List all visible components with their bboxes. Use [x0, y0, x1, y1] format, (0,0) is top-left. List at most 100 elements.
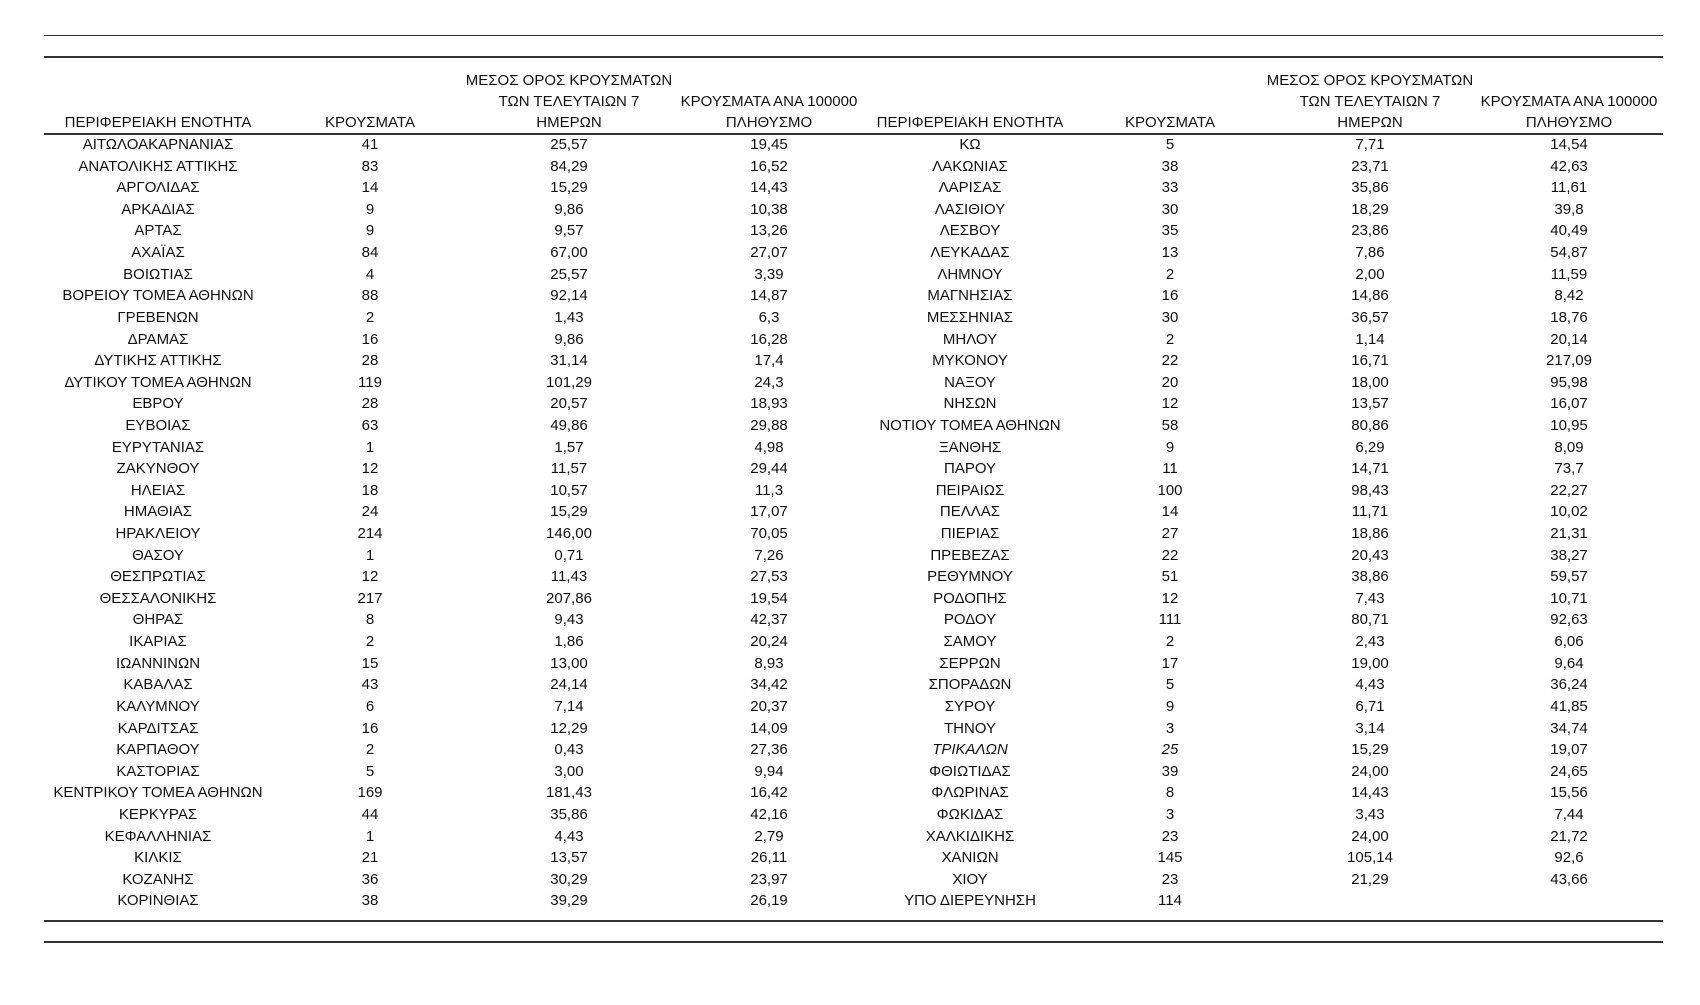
table-cell: 1,57: [554, 438, 584, 456]
header-cell: ΜΕΣΟΣ ΟΡΟΣ ΚΡΟΥΣΜΑΤΩΝ: [465, 72, 673, 89]
table-cell: 59,57: [1550, 568, 1588, 586]
table-cell: 58: [1161, 416, 1179, 434]
region-name: ΛΑΣΙΘΙΟΥ: [934, 200, 1006, 218]
table-cell: 41,85: [1550, 697, 1588, 715]
table-cell: 19,54: [750, 589, 788, 607]
region-name: ΕΥΡΥΤΑΝΙΑΣ: [111, 438, 205, 456]
table-cell: 18,93: [750, 395, 788, 413]
table-cell: 40,49: [1550, 222, 1588, 240]
table-cell: 14: [361, 179, 379, 197]
table-cell: 22: [1161, 546, 1179, 564]
region-name: ΑΧΑΪΑΣ: [131, 244, 185, 262]
table-cell: 7,86: [1355, 244, 1385, 262]
region-name: ΠΕΛΛΑΣ: [939, 503, 1001, 521]
table-cell: 7,71: [1355, 136, 1385, 153]
table-cell: 98,43: [1351, 481, 1389, 499]
region-name: ΠΑΡΟΥ: [943, 460, 997, 478]
table-cell: 1: [365, 438, 375, 456]
region-name: ΚΑΛΥΜΝΟΥ: [116, 697, 200, 715]
table-cell: 9,86: [554, 200, 584, 218]
table-cell: 35: [1161, 222, 1179, 240]
region-name: ΕΥΒΟΙΑΣ: [125, 416, 191, 434]
table-cell: 26,11: [750, 849, 788, 867]
table-cell: 2: [1165, 633, 1175, 651]
table-cell: 1: [365, 546, 375, 564]
region-name: ΚΟΖΑΝΗΣ: [122, 870, 194, 888]
header-cell: ΜΕΣΟΣ ΟΡΟΣ ΚΡΟΥΣΜΑΤΩΝ: [1266, 72, 1474, 89]
table-cell: 145: [1157, 849, 1183, 867]
table-cell: 67,00: [550, 244, 588, 262]
region-name: ΡΟΔΟΠΗΣ: [933, 589, 1007, 607]
table-cell: 11,71: [1351, 503, 1389, 521]
table-cell: 80,86: [1351, 416, 1389, 434]
table-cell: 88: [361, 287, 379, 305]
region-name: ΘΕΣΣΑΛΟΝΙΚΗΣ: [99, 589, 217, 607]
region-name: ΜΥΚΟΝΟΥ: [932, 352, 1008, 370]
table-cell: 43,66: [1550, 870, 1588, 888]
table-cell: 36,57: [1351, 308, 1389, 326]
table-cell: 9: [1165, 697, 1175, 715]
region-name: ΛΑΚΩΝΙΑΣ: [932, 157, 1008, 175]
table-cell: 0,71: [554, 546, 584, 564]
table-cell: 95,98: [1550, 373, 1588, 391]
region-name: ΙΩΑΝΝΙΝΩΝ: [115, 654, 201, 672]
table-cell: 9,86: [554, 330, 584, 348]
table-cell: 16,42: [750, 784, 788, 802]
table-cell: 6,3: [758, 308, 780, 326]
header-cell: ΚΡΟΥΣΜΑΤΑ: [325, 114, 415, 131]
table-cell: 8,09: [1554, 438, 1584, 456]
table-cell: 21,31: [1550, 525, 1588, 542]
table-cell: 38,27: [1550, 546, 1588, 564]
table-cell: 34,74: [1550, 719, 1588, 737]
table-cell: 10,95: [1550, 416, 1588, 434]
table-cell: 20,24: [750, 633, 788, 651]
header-cell: ΠΕΡΙΦΕΡΕΙΑΚΗ ΕΝΟΤΗΤΑ: [876, 114, 1064, 131]
table-cell: 80,71: [1351, 611, 1389, 629]
table-cell: 30,29: [550, 870, 588, 888]
region-name: ΚΩ: [959, 136, 981, 153]
table-cell: 3,00: [554, 762, 584, 780]
table-cell: 6,06: [1554, 633, 1584, 651]
table-cell: 15,29: [550, 179, 588, 197]
table-cell: 35,86: [1351, 179, 1389, 197]
table-cell: 20,14: [1550, 330, 1588, 348]
table-cell: 7,26: [754, 546, 784, 564]
table-cell: 4,98: [754, 438, 784, 456]
header-cell: ΠΛΗΘΥΣΜΟ: [1525, 114, 1613, 131]
table-cell: 2: [1165, 330, 1175, 348]
table-cell: 8: [365, 611, 375, 629]
table-cell: 24,00: [1351, 762, 1389, 780]
header-rule: [44, 133, 1663, 135]
region-name: ΣΑΜΟΥ: [943, 633, 997, 651]
table-cell: 12: [1161, 589, 1179, 607]
table-cell: 10,57: [550, 481, 588, 499]
table-cell: 169: [357, 784, 383, 802]
table-cell: 146,00: [546, 525, 592, 542]
table-cell: 101,29: [546, 373, 592, 391]
table-cell: 10,38: [750, 200, 788, 218]
region-name: ΠΙΕΡΙΑΣ: [940, 525, 1000, 542]
table-cell: 105,14: [1347, 849, 1393, 867]
table-cell: 9,94: [754, 762, 784, 780]
table-cell: 92,14: [550, 287, 588, 305]
region-name: ΚΑΒΑΛΑΣ: [123, 676, 193, 694]
table-cell: 11,43: [550, 568, 588, 586]
top-rule: [44, 35, 1663, 36]
region-name: ΜΗΛΟΥ: [942, 330, 998, 348]
table-cell: 49,86: [550, 416, 588, 434]
table-cell: 43: [361, 676, 379, 694]
header-cell: ΤΩΝ ΤΕΛΕΥΤΑΙΩΝ 7: [498, 93, 640, 110]
table-cell: 18,00: [1351, 373, 1389, 391]
table-cell: 19,45: [750, 136, 788, 153]
region-name: ΞΑΝΘΗΣ: [938, 438, 1002, 456]
table-cell: 41: [361, 136, 379, 153]
table-cell: 35,86: [550, 805, 588, 823]
table-cell: 24: [361, 503, 379, 521]
table-cell: 20: [1161, 373, 1179, 391]
table-cell: 14,87: [750, 287, 788, 305]
header-cell: ΠΛΗΘΥΣΜΟ: [725, 114, 813, 131]
table-cell: 1: [365, 827, 375, 845]
table-cell: 6,29: [1355, 438, 1385, 456]
table-cell: 8,42: [1554, 287, 1584, 305]
region-name: ΚΑΣΤΟΡΙΑΣ: [116, 762, 200, 780]
